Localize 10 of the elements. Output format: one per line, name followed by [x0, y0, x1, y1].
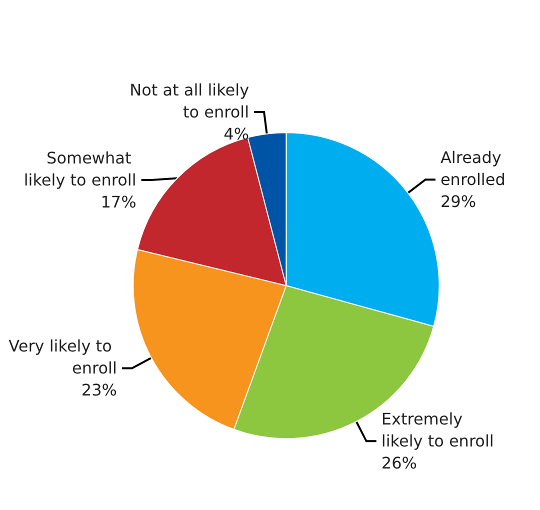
- slice-label: Very likely to enroll: [8, 336, 117, 378]
- data-label: 29%: [440, 192, 476, 212]
- slice-label: Somewhat likely to enroll: [24, 148, 136, 190]
- slice-label: Extremely likely to enroll: [381, 410, 494, 451]
- data-label: 17%: [100, 192, 136, 212]
- slice-label: Not at all likely to enroll: [130, 80, 250, 122]
- data-label: 26%: [381, 454, 417, 473]
- slice-label: Already enrolled: [440, 148, 506, 190]
- data-label: 23%: [81, 380, 117, 400]
- data-label: 4%: [224, 124, 250, 144]
